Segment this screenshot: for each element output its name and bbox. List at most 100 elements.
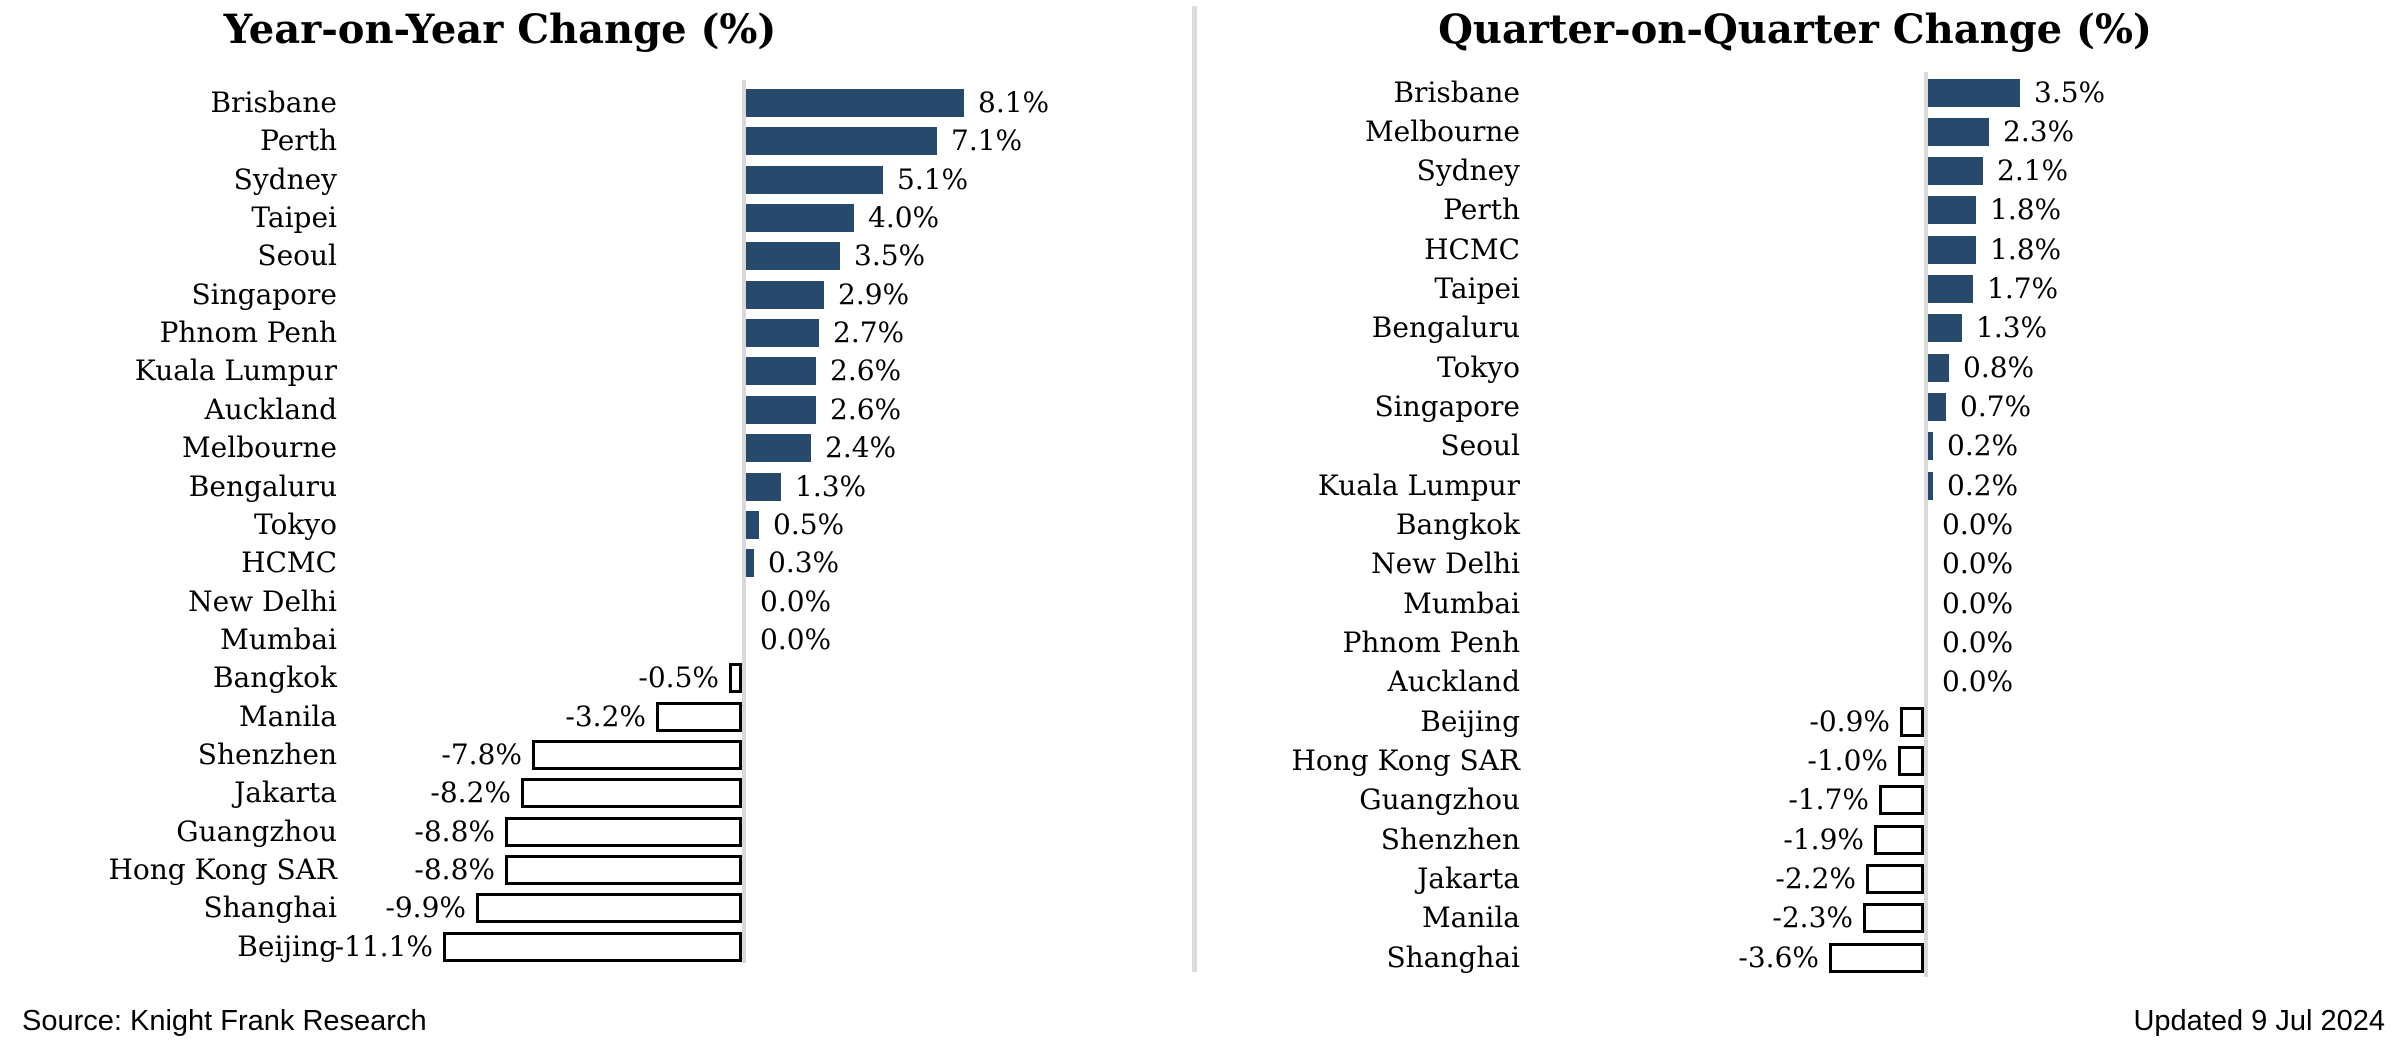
zero-axis-line: [1924, 72, 1928, 977]
bar-positive: [746, 473, 781, 501]
bar-positive: [746, 242, 840, 270]
bar-positive: [746, 204, 854, 232]
category-label: Shanghai: [1386, 941, 1520, 974]
value-label: -7.8%: [441, 738, 522, 771]
category-label: Bengaluru: [188, 470, 337, 503]
bar-negative: [476, 893, 742, 923]
category-label: Melbourne: [182, 431, 337, 464]
category-label: Brisbane: [1393, 76, 1520, 109]
category-label: Taipei: [251, 201, 337, 234]
category-label: Jakarta: [234, 776, 337, 809]
value-label: -1.9%: [1783, 823, 1864, 856]
value-label: 0.7%: [1960, 390, 2032, 423]
yoy-chart-title: Year-on-Year Change (%): [223, 6, 777, 53]
bar-negative: [656, 702, 742, 732]
category-label: Tokyo: [1436, 351, 1520, 384]
category-label: Sydney: [233, 163, 337, 196]
value-label: 0.0%: [1942, 587, 2014, 620]
bar-positive: [746, 281, 824, 309]
bar-positive: [746, 396, 816, 424]
value-label: 0.0%: [760, 585, 832, 618]
bar-positive: [1928, 196, 1976, 224]
value-label: 1.3%: [795, 470, 867, 503]
category-label: Auckland: [204, 393, 337, 426]
value-label: 0.0%: [760, 623, 832, 656]
category-label: Perth: [260, 124, 337, 157]
zero-axis-line: [742, 80, 746, 963]
value-label: 3.5%: [2034, 76, 2106, 109]
value-label: 0.8%: [1963, 351, 2035, 384]
value-label: 0.0%: [1942, 626, 2014, 659]
category-label: Phnom Penh: [159, 316, 337, 349]
value-label: 0.0%: [1942, 508, 2014, 541]
category-label: Melbourne: [1365, 115, 1520, 148]
bar-negative: [729, 663, 742, 693]
bar-negative: [532, 740, 742, 770]
category-label: Jakarta: [1417, 862, 1520, 895]
category-label: Kuala Lumpur: [134, 354, 337, 387]
bar-negative: [1866, 864, 1924, 894]
value-label: 1.7%: [1987, 272, 2059, 305]
value-label: 2.9%: [838, 278, 910, 311]
value-label: 1.8%: [1990, 193, 2062, 226]
bar-positive: [1928, 314, 1962, 342]
value-label: -8.8%: [414, 815, 495, 848]
value-label: -2.3%: [1772, 901, 1853, 934]
value-label: 2.6%: [830, 354, 902, 387]
category-label: HCMC: [1424, 233, 1520, 266]
category-label: Hong Kong SAR: [108, 853, 338, 886]
value-label: -1.0%: [1807, 744, 1888, 777]
value-label: 2.3%: [2003, 115, 2075, 148]
bar-negative: [443, 932, 742, 962]
category-label: Guangzhou: [176, 815, 337, 848]
category-label: Beijing: [1420, 705, 1520, 738]
category-label: HCMC: [241, 546, 337, 579]
bar-positive: [1928, 236, 1976, 264]
category-label: Kuala Lumpur: [1317, 469, 1520, 502]
category-label: Beijing: [237, 930, 337, 963]
category-label: Perth: [1443, 193, 1520, 226]
category-label: Brisbane: [210, 86, 337, 119]
bar-positive: [746, 319, 819, 347]
source-note: Source: Knight Frank Research: [22, 1005, 427, 1037]
category-label: Bangkok: [212, 661, 337, 694]
value-label: -1.7%: [1788, 783, 1869, 816]
category-label: Sydney: [1416, 154, 1520, 187]
bar-positive: [1928, 354, 1949, 382]
category-label: Shenzhen: [197, 738, 337, 771]
updated-note: Updated 9 Jul 2024: [2133, 1005, 2385, 1037]
category-label: Hong Kong SAR: [1291, 744, 1521, 777]
category-label: Singapore: [191, 278, 337, 311]
value-label: -0.9%: [1809, 705, 1890, 738]
charts-divider: [1192, 6, 1197, 972]
bar-negative: [1874, 825, 1924, 855]
category-label: Seoul: [1440, 429, 1520, 462]
category-label: Singapore: [1374, 390, 1520, 423]
category-label: Manila: [239, 700, 337, 733]
category-label: Mumbai: [220, 623, 337, 656]
category-label: Mumbai: [1403, 587, 1520, 620]
category-label: New Delhi: [1371, 547, 1520, 580]
bar-positive: [746, 511, 759, 539]
value-label: 0.0%: [1942, 547, 2014, 580]
bar-positive: [1928, 393, 1946, 421]
category-label: Tokyo: [253, 508, 337, 541]
category-label: Auckland: [1387, 665, 1520, 698]
bar-positive: [1928, 275, 1973, 303]
category-label: Guangzhou: [1359, 783, 1520, 816]
bar-negative: [1879, 785, 1924, 815]
category-label: Bengaluru: [1371, 311, 1520, 344]
value-label: -9.9%: [385, 891, 466, 924]
category-label: Shanghai: [203, 891, 337, 924]
value-label: -8.8%: [414, 853, 495, 886]
bar-positive: [746, 434, 811, 462]
value-label: -2.2%: [1775, 862, 1856, 895]
value-label: 8.1%: [978, 86, 1050, 119]
value-label: 4.0%: [868, 201, 940, 234]
bar-negative: [521, 778, 742, 808]
bar-negative: [1900, 707, 1924, 737]
bar-negative: [505, 855, 742, 885]
